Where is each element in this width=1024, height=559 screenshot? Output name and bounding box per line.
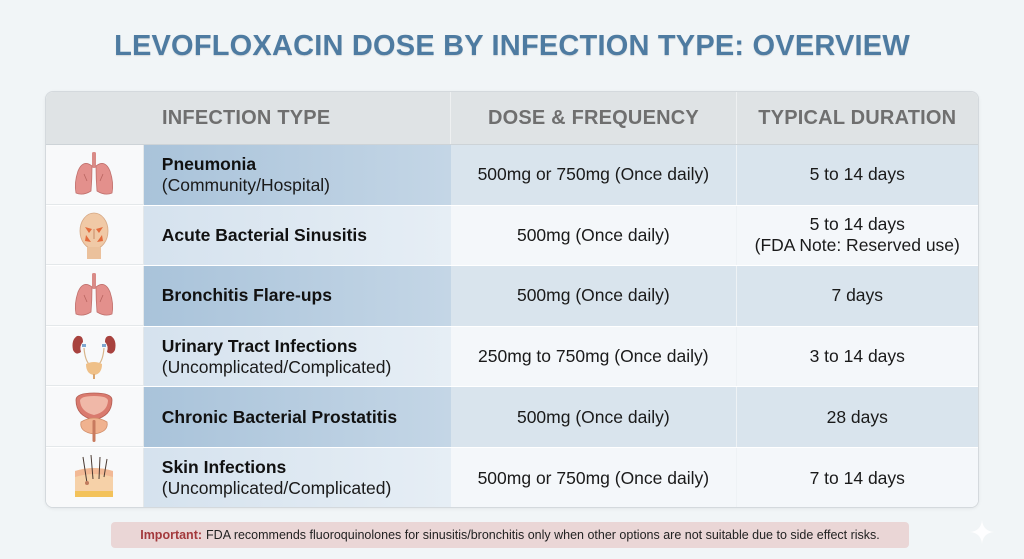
- page-title: LEVOFLOXACIN DOSE BY INFECTION TYPE: OVE…: [114, 30, 910, 62]
- table-row: Skin Infections (Uncomplicated/Complicat…: [46, 447, 978, 507]
- header-dose-frequency: DOSE & FREQUENCY: [451, 92, 737, 144]
- duration-value: 3 to 14 days: [809, 346, 905, 367]
- sparkle-icon: [970, 520, 994, 544]
- duration-value: 5 to 14 days: [809, 214, 905, 235]
- duration-cell: 5 to 14 days (FDA Note: Reserved use): [736, 205, 978, 266]
- kidneys-bladder-icon: [72, 335, 116, 380]
- duration-value: 7 to 14 days: [809, 467, 905, 488]
- table-row: Urinary Tract Infections (Uncomplicated/…: [46, 326, 978, 388]
- duration-cell: 3 to 14 days: [736, 326, 978, 387]
- infection-name: Urinary Tract Infections: [161, 335, 358, 356]
- dose-cell: 500mg or 750mg (Once daily): [451, 145, 737, 205]
- table-row: Chronic Bacterial Prostatitis 500mg (Onc…: [46, 387, 978, 448]
- sinus-face-icon: [79, 212, 109, 259]
- infection-subtype: (Community/Hospital): [161, 174, 331, 195]
- infection-subtype: (Uncomplicated/Complicated): [161, 356, 392, 377]
- infection-name: Bronchitis Flare-ups: [161, 285, 332, 306]
- infection-name: Pneumonia: [161, 153, 257, 174]
- duration-value: 5 to 14 days: [809, 164, 905, 185]
- infection-subtype: (Uncomplicated/Complicated): [161, 478, 392, 499]
- duration-cell: 28 days: [736, 387, 978, 447]
- dose-cell: 500mg or 750mg (Once daily): [451, 447, 737, 507]
- table-row: Pneumonia (Community/Hospital) 500mg or …: [46, 145, 978, 206]
- duration-value: 28 days: [826, 406, 888, 427]
- infection-name: Skin Infections: [161, 457, 287, 478]
- dose-cell: 500mg (Once daily): [451, 387, 737, 447]
- lungs-icon: [75, 273, 114, 317]
- dose-cell: 500mg (Once daily): [451, 205, 737, 266]
- infection-name: Acute Bacterial Sinusitis: [161, 224, 367, 245]
- duration-cell: 5 to 14 days: [736, 145, 978, 205]
- table-row: Bronchitis Flare-ups 500mg (Once daily) …: [46, 266, 978, 327]
- dose-table: INFECTION TYPE DOSE & FREQUENCY TYPICAL …: [45, 91, 979, 508]
- duration-note: (FDA Note: Reserved use): [754, 235, 960, 256]
- duration-cell: 7 days: [736, 266, 978, 326]
- table-header: INFECTION TYPE DOSE & FREQUENCY TYPICAL …: [46, 92, 978, 145]
- dose-cell: 250mg to 750mg (Once daily): [451, 326, 737, 387]
- important-note: Important: FDA recommends fluoroquinolon…: [111, 522, 909, 548]
- header-typical-duration: TYPICAL DURATION: [758, 106, 957, 129]
- skin-layers-icon: [75, 454, 114, 497]
- prostate-icon: [75, 392, 113, 442]
- lungs-icon: [75, 152, 114, 195]
- dose-cell: 500mg (Once daily): [451, 266, 737, 326]
- duration-cell: 7 to 14 days: [736, 447, 978, 507]
- infection-name: Chronic Bacterial Prostatitis: [161, 406, 398, 427]
- table-row: Acute Bacterial Sinusitis 500mg (Once da…: [46, 205, 978, 267]
- duration-value: 7 days: [831, 285, 884, 306]
- important-label: Important:: [140, 528, 203, 542]
- header-infection-type: INFECTION TYPE: [46, 92, 452, 144]
- important-text: FDA recommends fluoroquinolones for sinu…: [206, 528, 880, 542]
